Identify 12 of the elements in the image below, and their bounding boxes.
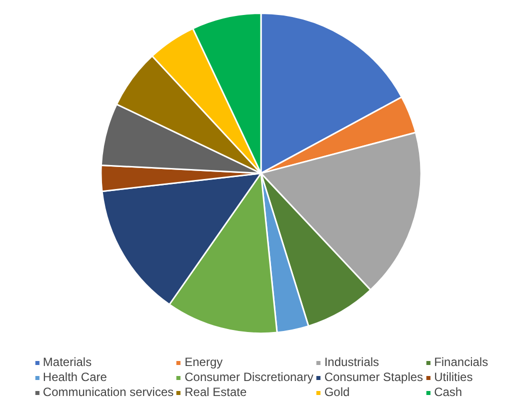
legend-label: Health Care — [42, 370, 107, 384]
legend-label: Utilities — [434, 370, 473, 384]
legend-label: Cash — [434, 385, 462, 399]
legend-label: Consumer Staples — [324, 370, 424, 384]
legend-label: Gold — [324, 385, 350, 399]
legend-label: Industrials — [324, 355, 380, 369]
legend-label: Financials — [434, 355, 488, 369]
legend-label: Energy — [184, 355, 223, 369]
legend-label: Consumer Discretionary — [184, 370, 314, 384]
legend-label: Communication services — [42, 385, 174, 399]
legend-label: Real Estate — [184, 385, 247, 399]
legend-label: Materials — [42, 355, 92, 369]
